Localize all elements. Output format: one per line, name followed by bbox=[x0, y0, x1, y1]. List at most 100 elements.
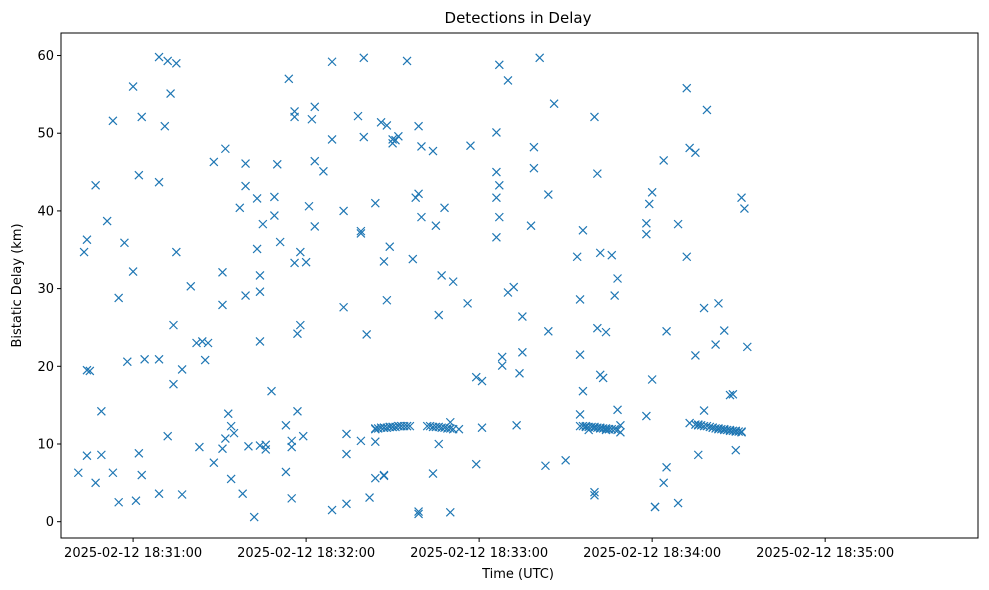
data-point bbox=[295, 320, 305, 330]
data-point bbox=[169, 379, 178, 389]
data-point bbox=[163, 56, 173, 66]
data-point bbox=[140, 354, 150, 364]
data-point bbox=[503, 75, 513, 85]
data-point bbox=[595, 248, 605, 258]
data-point bbox=[543, 326, 553, 336]
data-point bbox=[725, 390, 735, 400]
data-point bbox=[561, 455, 571, 465]
data-point bbox=[682, 83, 692, 93]
data-point bbox=[339, 206, 349, 216]
data-point bbox=[295, 247, 305, 257]
data-point bbox=[477, 423, 487, 433]
data-point bbox=[327, 57, 337, 67]
data-point bbox=[298, 431, 308, 441]
data-point bbox=[613, 425, 622, 435]
data-point bbox=[492, 193, 501, 203]
data-point bbox=[255, 270, 265, 280]
data-point bbox=[342, 429, 351, 439]
data-point bbox=[610, 291, 620, 301]
data-point bbox=[613, 405, 622, 415]
data-point bbox=[114, 497, 124, 507]
data-point bbox=[339, 302, 349, 312]
data-point bbox=[194, 442, 204, 452]
data-point bbox=[607, 250, 617, 260]
data-point bbox=[154, 489, 164, 499]
data-point bbox=[739, 204, 749, 214]
data-point bbox=[226, 474, 236, 484]
data-point bbox=[108, 468, 118, 478]
data-point bbox=[122, 357, 132, 367]
data-point bbox=[238, 489, 248, 499]
data-point bbox=[379, 256, 389, 266]
data-points bbox=[73, 52, 752, 522]
data-point bbox=[218, 267, 227, 277]
data-point bbox=[414, 189, 423, 199]
data-point bbox=[91, 180, 101, 190]
data-point bbox=[310, 222, 320, 231]
data-point bbox=[428, 469, 438, 478]
data-point bbox=[742, 342, 752, 352]
data-point bbox=[644, 199, 654, 209]
data-point bbox=[454, 424, 464, 434]
data-point bbox=[714, 298, 723, 308]
data-point bbox=[318, 166, 328, 176]
data-point bbox=[690, 148, 700, 158]
data-point bbox=[267, 386, 276, 396]
data-point bbox=[391, 135, 400, 145]
data-point bbox=[163, 431, 173, 441]
data-point bbox=[356, 226, 366, 236]
data-point bbox=[342, 449, 351, 459]
data-point bbox=[134, 170, 144, 180]
x-tick-label: 2025-02-12 18:31:00 bbox=[64, 546, 202, 561]
data-point bbox=[85, 366, 95, 376]
data-point bbox=[734, 427, 744, 436]
data-point bbox=[154, 177, 164, 187]
data-point bbox=[327, 135, 337, 144]
data-point bbox=[102, 216, 112, 226]
data-point bbox=[434, 310, 444, 320]
data-point bbox=[448, 277, 458, 287]
data-point bbox=[169, 320, 178, 330]
data-point bbox=[186, 281, 196, 291]
data-point bbox=[252, 244, 262, 254]
data-point bbox=[137, 470, 147, 480]
data-point bbox=[91, 478, 101, 488]
data-point bbox=[463, 298, 473, 308]
data-point bbox=[353, 111, 363, 121]
data-point bbox=[370, 473, 380, 483]
data-point bbox=[241, 159, 250, 168]
chart-title: Detections in Delay bbox=[445, 9, 592, 27]
data-point bbox=[682, 252, 692, 262]
data-point bbox=[166, 89, 176, 99]
data-point bbox=[229, 428, 239, 438]
y-tick-label: 30 bbox=[37, 282, 54, 297]
data-point bbox=[702, 421, 712, 431]
data-point bbox=[108, 116, 118, 126]
data-point bbox=[290, 107, 299, 116]
data-point bbox=[492, 128, 501, 137]
data-point bbox=[405, 421, 415, 431]
data-point bbox=[641, 411, 651, 421]
data-point bbox=[578, 225, 588, 235]
data-point bbox=[342, 499, 351, 509]
data-point bbox=[728, 389, 738, 399]
data-point bbox=[255, 287, 265, 297]
data-point bbox=[699, 406, 709, 416]
data-point bbox=[134, 448, 144, 458]
y-axis-label: Bistatic Delay (km) bbox=[10, 223, 25, 347]
data-point bbox=[220, 434, 230, 443]
data-point bbox=[417, 142, 426, 151]
data-point bbox=[376, 117, 386, 127]
data-point bbox=[529, 163, 539, 173]
data-point bbox=[220, 144, 230, 154]
plot-area-frame bbox=[60, 32, 979, 539]
data-point bbox=[613, 274, 622, 283]
data-point bbox=[218, 300, 227, 310]
data-point bbox=[356, 229, 366, 238]
data-point bbox=[370, 198, 380, 208]
data-point bbox=[82, 365, 92, 375]
data-point bbox=[301, 257, 311, 267]
data-point bbox=[200, 355, 210, 365]
data-point bbox=[494, 60, 504, 70]
